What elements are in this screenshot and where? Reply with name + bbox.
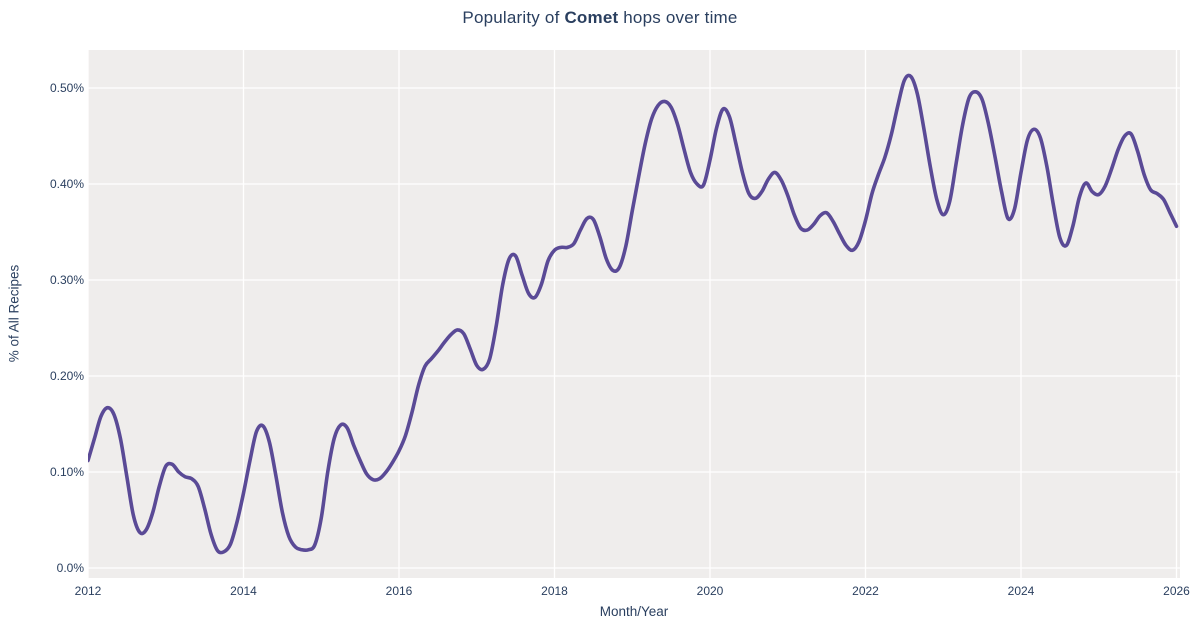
- y-tick-label: 0.0%: [56, 561, 84, 575]
- chart-title-suffix: hops over time: [618, 8, 738, 27]
- x-tick-label: 2022: [852, 584, 879, 598]
- chart-title-prefix: Popularity of: [462, 8, 565, 27]
- y-tick-label: 0.50%: [49, 81, 84, 95]
- plot-area[interactable]: [88, 50, 1180, 578]
- chart-title-hop-name: Comet: [564, 8, 619, 27]
- x-tick-label: 2026: [1163, 584, 1190, 598]
- gridlines: [88, 50, 1180, 578]
- y-tick-label: 0.30%: [49, 273, 84, 287]
- y-tick-label: 0.10%: [49, 465, 84, 479]
- x-tick-label: 2016: [385, 584, 413, 598]
- series-line-comet[interactable]: [88, 73, 1179, 555]
- x-tick-label: 2024: [1007, 584, 1035, 598]
- x-axis-title: Month/Year: [599, 604, 669, 619]
- x-tick-label: 2014: [230, 584, 257, 598]
- plot-background: [88, 50, 1180, 578]
- x-tick-label: 2012: [74, 584, 102, 598]
- chart-title: Popularity of Comet hops over time: [0, 8, 1200, 28]
- line-chart-canvas[interactable]: [88, 50, 1180, 578]
- x-tick-label: 2020: [696, 584, 724, 598]
- y-tick-label: 0.20%: [49, 369, 84, 383]
- y-tick-label: 0.40%: [49, 177, 84, 191]
- x-tick-label: 2018: [541, 584, 568, 598]
